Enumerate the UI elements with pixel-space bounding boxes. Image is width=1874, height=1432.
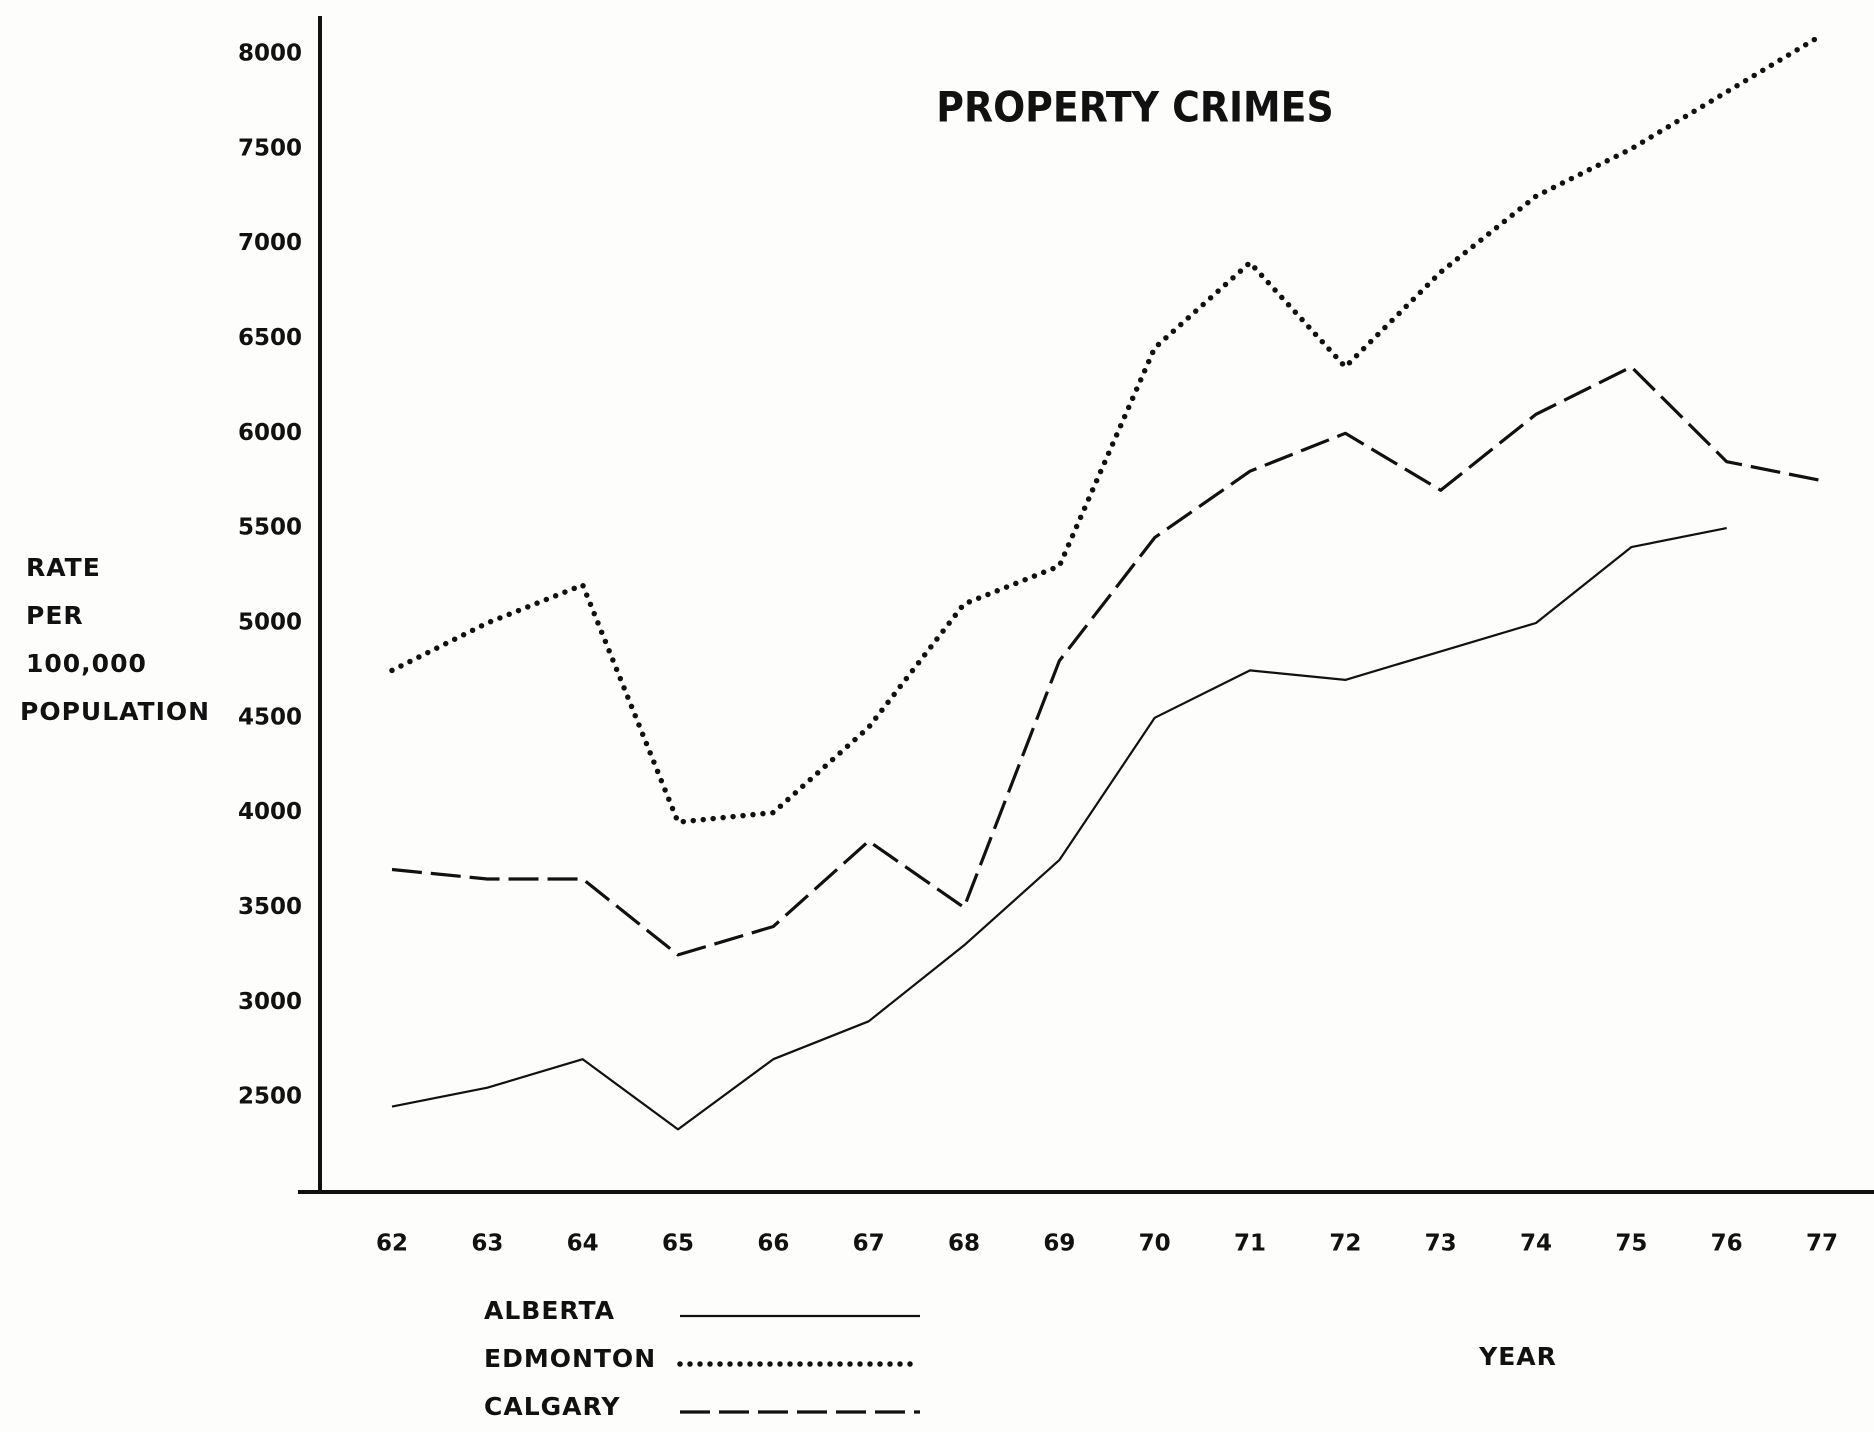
y-tick-label: 8000 (238, 40, 302, 66)
y-axis-label: 100,000 (26, 649, 147, 678)
x-tick-label: 67 (853, 1231, 885, 1257)
chart-title: PROPERTY CRIMES (936, 83, 1333, 132)
x-tick-label: 70 (1139, 1231, 1171, 1257)
x-tick-label: 68 (948, 1231, 980, 1257)
y-tick-label: 4000 (238, 799, 302, 825)
y-axis-label: PER (26, 601, 84, 630)
y-tick-label: 7500 (238, 135, 302, 161)
x-tick-label: 74 (1520, 1231, 1552, 1257)
x-tick-label: 76 (1711, 1231, 1743, 1257)
x-tick-label: 73 (1425, 1231, 1457, 1257)
x-tick-label: 71 (1234, 1231, 1266, 1257)
x-tick-label: 64 (567, 1231, 599, 1257)
y-axis-label: RATE (26, 553, 101, 582)
x-tick-label: 63 (471, 1231, 503, 1257)
legend-label: CALGARY (484, 1392, 620, 1421)
x-tick-label: 77 (1806, 1231, 1838, 1257)
x-tick-label: 72 (1329, 1231, 1361, 1257)
y-tick-label: 4500 (238, 704, 302, 730)
x-tick-label: 62 (376, 1231, 408, 1257)
y-axis-label: POPULATION (20, 697, 210, 726)
x-tick-label: 69 (1043, 1231, 1075, 1257)
legend-label: EDMONTON (484, 1344, 656, 1373)
series-line (391, 527, 1727, 1131)
y-tick-label: 5000 (238, 609, 302, 635)
y-tick-label: 2500 (238, 1084, 302, 1110)
x-tick-label: 66 (757, 1231, 789, 1257)
x-axis-label: YEAR (1478, 1342, 1557, 1371)
y-tick-label: 6000 (238, 420, 302, 446)
y-tick-label: 6500 (238, 325, 302, 351)
series-line (391, 365, 1823, 957)
y-tick-label: 7000 (238, 230, 302, 256)
y-tick-label: 3500 (238, 894, 302, 920)
y-tick-label: 5500 (238, 515, 302, 541)
x-tick-label: 65 (662, 1231, 694, 1257)
y-tick-label: 3000 (238, 989, 302, 1015)
x-tick-label: 75 (1615, 1231, 1647, 1257)
legend-label: ALBERTA (484, 1296, 615, 1325)
series-line (389, 32, 1825, 825)
